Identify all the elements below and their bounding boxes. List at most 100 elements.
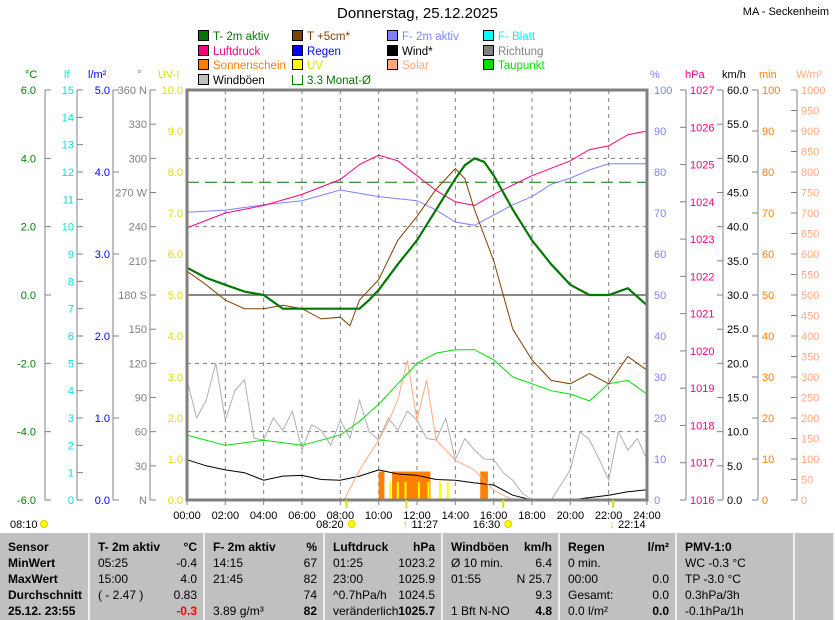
axis-label-sun: 40 [762, 331, 774, 343]
legend-label: F- 2m aktiv [402, 31, 459, 43]
axis-label-hum: 0 [654, 495, 660, 507]
cell-label: ( - 2.47 ) [98, 588, 144, 602]
table-row: ^0.7hPa/h 1024.5 [333, 587, 435, 603]
cell-value: 67 [303, 556, 317, 570]
legend-item: Richtung [483, 44, 543, 59]
cell-label: 01:25 [333, 556, 364, 570]
chart-title: Donnerstag, 25.12.2025 [337, 5, 498, 22]
table-row: Durchschnitt [8, 587, 82, 603]
axis-label-dir: 210 [129, 256, 147, 268]
x-tick-label: 24:00 [633, 510, 661, 522]
cell-value: 9.3 [535, 588, 552, 602]
axis-label-leaf: 4 [68, 386, 74, 398]
axis-label-wind: 0.0 [727, 495, 742, 507]
table-row: Luftdruck hPa [333, 539, 435, 555]
table-row: 01:25 1023.2 [333, 555, 435, 571]
series-windb-en [186, 363, 648, 501]
axis-label-uv: 7.0 [168, 208, 183, 220]
axis-label-solar: 450 [801, 311, 819, 323]
arrow-up-icon: ↑ [402, 519, 408, 531]
cell-label: 05:25 [98, 556, 129, 570]
legend-item: F- Blatt [483, 30, 535, 44]
axis-unit-wind: km/h [722, 69, 746, 81]
cell-label: MinWert [8, 556, 56, 570]
legend-label: T +5cm* [307, 31, 350, 43]
legend-label: Solar [402, 60, 429, 72]
x-tick-label: 14:00 [442, 510, 470, 522]
table-row: 05:25 -0.4 [98, 555, 197, 571]
axis-label-wind: 35.0 [727, 256, 748, 268]
axis-label-press: 1017 [690, 458, 714, 470]
table-row: 25.12. 23:55 [8, 603, 82, 619]
table-row: veränderlich 1025.7 [333, 603, 435, 619]
legend-item: T- 2m aktiv [198, 30, 269, 44]
axis-label-press: 1022 [690, 271, 714, 283]
axis-unit-temp: °C [25, 69, 37, 81]
column-empty [795, 533, 835, 620]
legend-label: Regen [307, 45, 341, 58]
axis-label-temp: 4.0 [21, 153, 36, 165]
legend-swatch [292, 44, 303, 56]
axis-label-dir: 240 [129, 222, 147, 234]
table-row: 3.89 g/m³ 82 [213, 603, 317, 619]
cell-value: 4.0 [180, 572, 197, 586]
cell-value: N 25.7 [516, 572, 552, 586]
axis-label-wind: 25.0 [727, 324, 748, 336]
legend-swatch [198, 73, 209, 85]
axis-label-press: 1024 [690, 197, 714, 209]
axis-label-press: 1016 [690, 495, 714, 507]
legend-swatch [483, 30, 494, 41]
table-row: 0.3hPa/3h [685, 587, 787, 603]
table-row: 1 Bft N-NO 4.8 [451, 603, 552, 619]
table-row: 0.0 l/m² 0.0 [568, 603, 669, 619]
axis-label-temp: 0.0 [21, 290, 36, 302]
axis-label-wind: 40.0 [727, 222, 748, 234]
cell-value: km/h [523, 540, 552, 554]
axis-label-dir: 120 [129, 358, 147, 370]
legend-swatch [292, 30, 303, 41]
axis-label-solar: 600 [801, 249, 819, 261]
axis-label-hum: 30 [654, 372, 666, 384]
table-row: Windböen km/h [451, 539, 552, 555]
cell-value: hPa [412, 540, 435, 554]
axis-label-solar: 550 [801, 270, 819, 282]
cell-value: 0.0 [652, 604, 669, 618]
axis-label-hum: 50 [654, 290, 666, 302]
event-down-time: 22:14 [618, 519, 646, 531]
cell-label: Regen [568, 540, 605, 554]
axis-label-sun: 0 [762, 495, 768, 507]
event-moonrise-time: 08:10 [10, 519, 38, 531]
axis-label-solar: 750 [801, 188, 819, 200]
cell-label: 23:00 [333, 572, 364, 586]
axis-label-solar: 950 [801, 106, 819, 118]
axis-label-wind: 50.0 [727, 153, 748, 165]
axis-label-leaf: 15 [62, 85, 74, 97]
axis-label-leaf: 8 [68, 276, 74, 288]
cell-value: 6.4 [535, 556, 552, 570]
sunshine-bar [378, 471, 385, 500]
legend-item: Windböen [198, 73, 265, 88]
legend-item: Taupunkt [483, 59, 545, 73]
axis-label-leaf: 3 [68, 413, 74, 425]
axis-label-dir: 90 [135, 393, 147, 405]
legend-label: F- Blatt [498, 31, 536, 43]
legend-label: Luftdruck [213, 45, 261, 58]
axis-label-wind: 60.0 [727, 85, 748, 97]
axis-label-rain: 0.0 [95, 495, 110, 507]
column-f2m: F- 2m aktiv% 14:15 67 21:45 82 74 3.89 g/m³… [205, 533, 325, 620]
table-row: 01:55 N 25.7 [451, 571, 552, 587]
axis-label-uv: 4.0 [168, 331, 183, 343]
cell-label: WC -0.3 °C [685, 556, 746, 570]
axis-label-uv: 10.0 [162, 85, 183, 97]
axis-label-leaf: 0 [68, 495, 74, 507]
legend-label: 3.3 Monat-Ø [307, 74, 371, 87]
moon-icon [40, 520, 48, 528]
table-row: 23:00 1025.9 [333, 571, 435, 587]
legend-swatch [198, 59, 209, 70]
legend-label: Wind* [402, 45, 433, 58]
cell-label: MaxWert [8, 572, 58, 586]
cell-label: 25.12. 23:55 [8, 604, 76, 618]
x-tick-label: 06:00 [288, 510, 316, 522]
sunset-icon [504, 520, 513, 528]
axis-label-solar: 0 [801, 495, 807, 507]
